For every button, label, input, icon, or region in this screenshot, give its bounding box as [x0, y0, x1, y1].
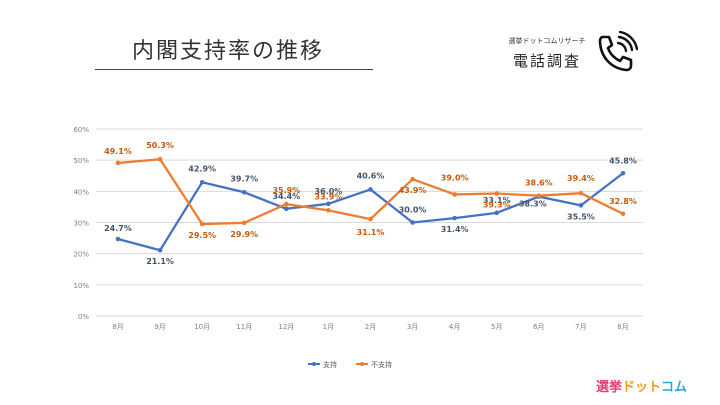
data-label: 24.7% — [104, 224, 132, 233]
data-label: 50.3% — [146, 141, 174, 150]
data-label: 30.0% — [399, 206, 427, 215]
data-point — [620, 170, 626, 176]
y-tick-label: 0% — [78, 313, 89, 321]
data-point — [452, 192, 457, 197]
page-title: 内閣支持率の推移 — [132, 39, 325, 64]
x-tick-label: 10月 — [194, 323, 210, 331]
data-label: 21.1% — [146, 257, 174, 266]
data-point — [199, 221, 205, 227]
data-label: 40.6% — [357, 171, 385, 180]
x-tick-label: 3月 — [407, 323, 418, 331]
x-tick-label: 8月 — [617, 323, 628, 331]
data-label: 43.9% — [399, 186, 427, 195]
data-point — [241, 220, 247, 226]
title-underline — [95, 69, 373, 70]
data-label: 29.9% — [230, 230, 258, 239]
x-tick-label: 8月 — [112, 323, 123, 331]
legend-label: 支持 — [323, 360, 337, 369]
data-label: 35.9% — [272, 186, 300, 195]
data-point — [326, 208, 331, 213]
logo-part-1: 選挙 — [596, 380, 623, 395]
series-lines — [115, 156, 626, 253]
y-axis-tick-labels: 0% 10% 20% 30% 40% 50% 60% — [73, 126, 89, 321]
data-point — [494, 191, 500, 196]
data-label: 39.0% — [441, 173, 469, 182]
y-tick-label: 60% — [73, 126, 89, 134]
data-point — [157, 247, 163, 253]
data-labels: 24.7% 21.1% 42.9% 39.7% 34.4% 36.0% 40.6% 30.0%… — [104, 141, 637, 266]
data-point — [620, 211, 626, 217]
x-tick-label: 7月 — [575, 323, 586, 331]
x-tick-label: 12月 — [278, 323, 294, 331]
data-label: 36.0% — [315, 187, 343, 196]
legend-label: 不支持 — [371, 360, 392, 369]
data-label: 33.1% — [483, 196, 511, 205]
data-label: 39.4% — [567, 174, 595, 183]
legend-marker — [312, 362, 316, 366]
data-point — [494, 210, 500, 216]
x-tick-label: 5月 — [491, 323, 502, 331]
y-tick-label: 30% — [73, 220, 89, 228]
data-label: 31.4% — [441, 225, 469, 234]
data-label: 42.9% — [188, 164, 216, 173]
data-point — [578, 190, 584, 196]
data-label: 38.6% — [525, 179, 553, 188]
data-label: 39.7% — [230, 174, 258, 183]
x-axis-tick-labels: 8月 9月 10月 11月 12月 1月 2月 3月 4月 5月 6月 7月 8月 — [112, 323, 628, 331]
data-label: 33.9% — [315, 192, 343, 201]
legend: 支持 不支持 — [308, 360, 392, 369]
x-tick-label: 1月 — [323, 323, 334, 331]
data-label: 38.3% — [519, 200, 547, 209]
phone-icon — [598, 31, 638, 72]
data-point — [368, 216, 373, 222]
data-point — [326, 201, 331, 207]
data-point — [115, 236, 121, 242]
x-tick-label: 9月 — [154, 323, 165, 331]
y-tick-label: 50% — [73, 157, 89, 165]
y-tick-label: 40% — [73, 188, 89, 196]
data-label: 32.8% — [609, 197, 637, 206]
data-label: 45.8% — [609, 156, 637, 165]
data-point — [368, 187, 373, 192]
data-point — [452, 215, 457, 221]
brand-block: 選挙ドットコムリサーチ 電話調査 — [497, 36, 597, 71]
x-tick-label: 2月 — [365, 323, 376, 331]
logo-part-3: コム — [661, 380, 688, 395]
data-point — [578, 203, 584, 208]
data-label: 35.5% — [567, 212, 595, 221]
data-label: 31.1% — [357, 228, 385, 237]
brand-research-label: 選挙ドットコムリサーチ — [508, 37, 586, 45]
senkyo-dotcom-logo: 選挙ドットコム — [596, 376, 687, 395]
data-label: 49.1% — [104, 147, 132, 156]
data-label: 29.5% — [188, 231, 216, 240]
data-label: 34.4% — [272, 192, 300, 201]
data-point — [410, 220, 415, 225]
data-point — [199, 179, 205, 185]
data-label: 39.3% — [483, 201, 511, 210]
data-point — [241, 189, 247, 195]
data-point — [284, 206, 289, 212]
data-point — [536, 193, 542, 198]
legend-marker — [360, 362, 364, 366]
x-tick-label: 4月 — [449, 323, 460, 331]
data-point — [115, 160, 121, 166]
data-point — [410, 176, 415, 182]
y-tick-label: 10% — [73, 282, 89, 290]
x-tick-label: 11月 — [236, 323, 252, 331]
y-tick-label: 20% — [73, 251, 89, 259]
data-point — [157, 156, 163, 162]
logo-part-2: ドット — [622, 380, 662, 395]
x-tick-label: 6月 — [533, 323, 544, 331]
survey-type-label: 電話調査 — [512, 52, 581, 70]
data-point — [284, 201, 289, 207]
